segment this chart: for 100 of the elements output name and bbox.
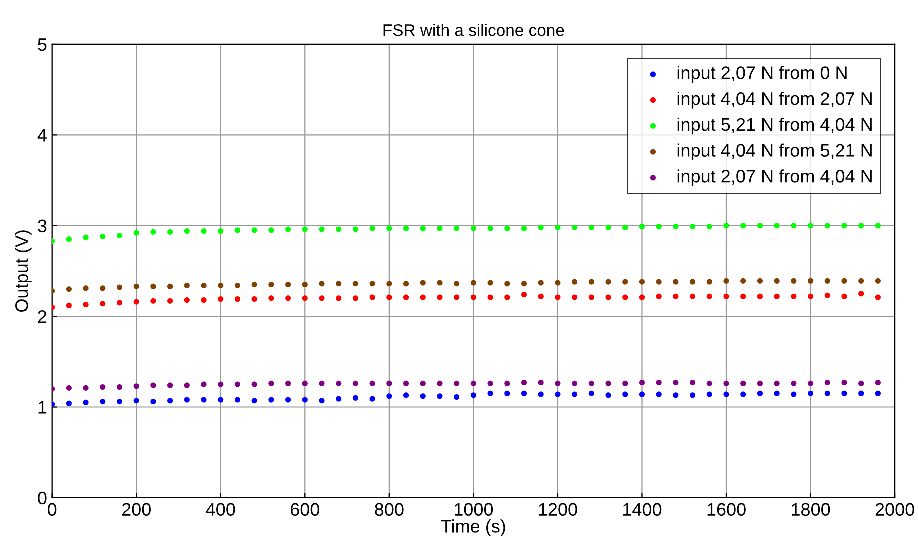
point — [606, 224, 612, 230]
point — [184, 382, 190, 388]
point — [858, 380, 864, 386]
point — [538, 380, 544, 386]
point — [673, 224, 679, 230]
point — [201, 282, 207, 288]
point — [572, 294, 578, 300]
point — [336, 380, 342, 386]
point — [690, 380, 696, 386]
point — [504, 294, 510, 300]
point — [134, 230, 140, 236]
point — [370, 380, 376, 386]
point — [116, 284, 123, 290]
point — [150, 229, 156, 235]
point — [588, 380, 594, 386]
point — [168, 382, 174, 388]
point — [842, 294, 848, 300]
point — [83, 234, 89, 240]
point — [302, 397, 308, 403]
point — [757, 223, 763, 229]
point — [588, 224, 594, 230]
point — [100, 384, 106, 390]
point — [454, 226, 460, 232]
point — [606, 294, 612, 300]
point — [521, 292, 528, 298]
point — [116, 384, 123, 390]
point — [555, 392, 561, 398]
point — [656, 380, 662, 386]
y-axis-title: Output (V) — [15, 230, 32, 312]
point — [403, 294, 410, 300]
point — [842, 223, 848, 229]
point — [858, 278, 864, 284]
x-axis-title: Time (s) — [441, 520, 506, 536]
legend-label: input 2,07 N from 0 N — [678, 66, 847, 83]
point — [824, 292, 830, 298]
point — [352, 380, 358, 386]
point — [842, 390, 848, 396]
point — [352, 226, 358, 232]
point — [218, 397, 224, 403]
point — [83, 385, 89, 391]
point — [336, 296, 342, 302]
point — [184, 297, 190, 304]
point — [488, 380, 494, 386]
x-tick-label: 800 — [375, 503, 404, 516]
point — [100, 286, 106, 292]
point — [268, 380, 274, 386]
chart-title: FSR with a silicone cone — [384, 24, 564, 36]
point — [521, 380, 528, 386]
point — [201, 397, 207, 403]
point — [150, 399, 156, 405]
point — [150, 284, 156, 290]
point — [470, 294, 476, 300]
point — [774, 294, 780, 300]
point — [437, 380, 443, 386]
point — [690, 279, 696, 285]
point — [116, 233, 123, 239]
y-tick-label: 1 — [38, 401, 47, 414]
point — [319, 296, 325, 302]
point — [875, 390, 881, 396]
point — [116, 399, 123, 405]
point — [622, 392, 628, 398]
point — [420, 226, 426, 232]
point — [66, 302, 72, 308]
point — [134, 284, 140, 290]
point — [234, 296, 241, 302]
point — [656, 392, 662, 398]
point — [858, 390, 864, 396]
point — [252, 228, 258, 234]
point — [116, 300, 123, 306]
x-tick-label: 1000 — [454, 503, 494, 516]
point — [639, 392, 646, 398]
point — [252, 296, 258, 302]
point — [454, 394, 460, 400]
point — [606, 279, 612, 285]
point — [352, 395, 358, 401]
point — [555, 294, 561, 300]
legend-label: input 4,04 N from 5,21 N — [678, 144, 872, 161]
point — [824, 278, 830, 284]
point — [470, 280, 476, 286]
point — [808, 390, 814, 396]
point — [842, 380, 848, 386]
point — [740, 380, 746, 386]
point — [403, 281, 410, 287]
x-tick-label: 1600 — [708, 503, 746, 516]
point — [218, 382, 224, 388]
point — [386, 226, 392, 232]
x-tick-label: 200 — [122, 503, 151, 516]
point — [252, 282, 258, 288]
y-tick-label: 0 — [38, 492, 47, 505]
point — [757, 294, 763, 300]
x-tick-label: 1800 — [792, 503, 830, 516]
point — [286, 282, 292, 288]
x-tick-label: 400 — [206, 503, 236, 516]
point — [319, 281, 325, 287]
point — [268, 228, 274, 234]
point — [555, 224, 561, 230]
point — [420, 280, 426, 286]
x-tick-label: 2000 — [876, 503, 914, 516]
point — [504, 281, 510, 287]
point — [252, 398, 258, 404]
